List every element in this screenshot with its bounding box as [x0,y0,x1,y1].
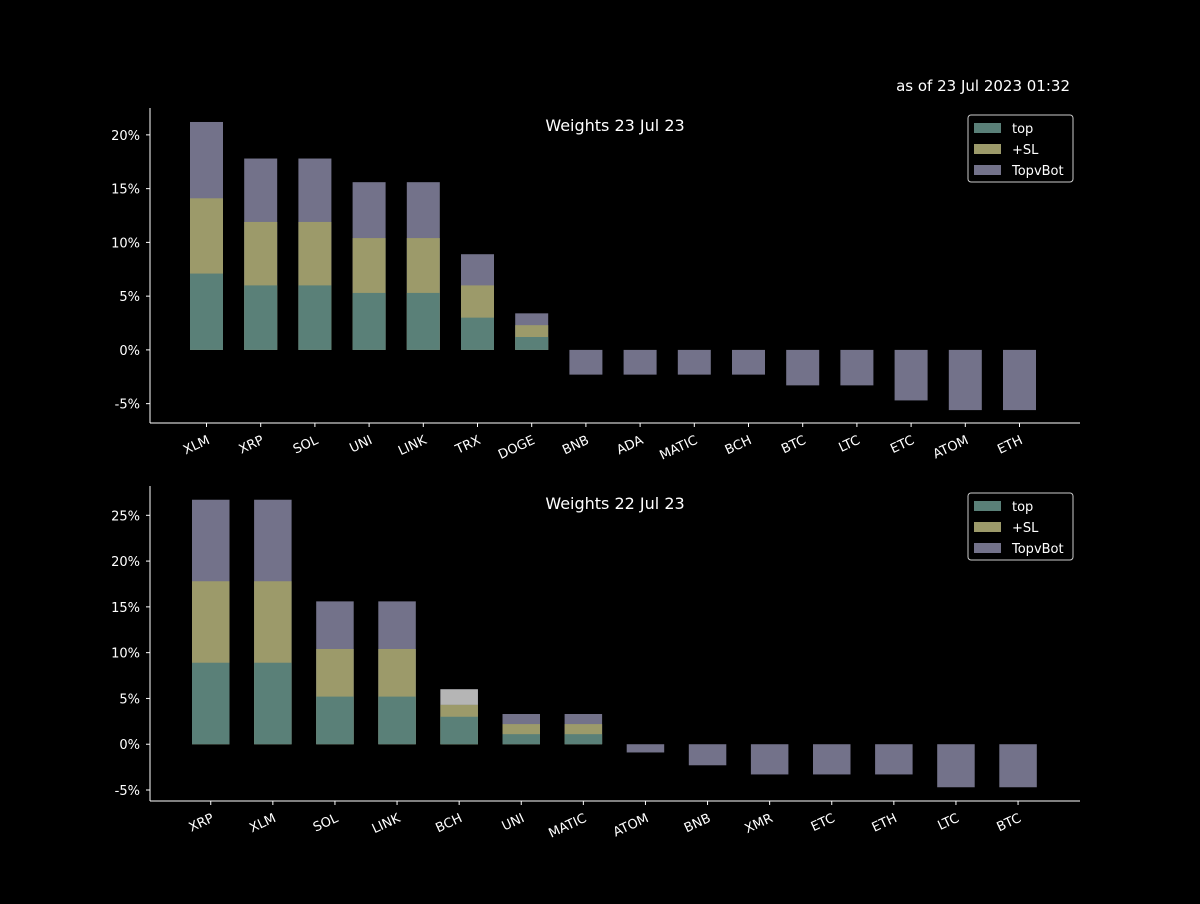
y-tick-label: 10% [111,647,140,662]
bar-top-link [378,696,416,745]
bar-top-xrp [244,285,278,350]
x-tick-label: ETC [888,433,917,457]
x-tick-label: XRP [187,811,217,836]
legend-swatch [974,522,1001,532]
bar-topvbot-ltc [937,744,975,788]
bar-topvbot-eth [875,744,913,775]
chart-panel-bottom: -5% 0% 5% 10% 15% 20% 25% XRP XLM SOL LINK BCH UNI MA… [111,486,1080,842]
x-tick-label: MATIC [546,811,589,841]
x-tick-label: BNB [560,433,591,458]
chart-title: Weights 23 Jul 23 [545,116,684,135]
x-tick-label: TRX [452,433,483,458]
bar-topvbot-matic [677,349,711,375]
bar-top-doge [515,336,549,350]
x-tick-label: UNI [500,811,527,834]
x-tick-label: ATOM [931,433,971,462]
y-tick-label: -5% [115,784,140,799]
x-tick-label: LINK [396,433,429,459]
x-tick-label: MATIC [657,433,700,463]
legend-swatch [974,144,1001,154]
bar-topvbot-etc [894,349,928,401]
x-tick-label: ETH [870,811,900,836]
bar-topvbot-bnb [569,349,603,375]
timestamp-annotation: as of 23 Jul 2023 01:32 [896,77,1070,95]
y-tick-label: 25% [111,509,140,524]
x-tick-label: XLM [181,433,212,458]
y-tick-label: 5% [119,692,140,707]
legend-swatch [974,501,1001,511]
x-tick-label: XLM [247,811,278,836]
y-tick-label: -5% [115,398,140,413]
x-tick-label: ETH [995,433,1025,458]
x-tick-label: XMR [743,811,776,837]
bar-top-sol [316,696,354,745]
bar-topvbot-xmr [750,744,789,775]
bar-top-uni [352,292,386,350]
y-tick-label: 0% [119,738,140,753]
bar-highlight-bch [440,689,478,705]
y-tick-label: 20% [111,555,140,570]
chart-title: Weights 22 Jul 23 [545,494,684,513]
bar-top-link [406,292,440,350]
legend-label: top [1012,122,1033,137]
x-tick-label: LTC [837,433,863,456]
legend-label: TopvBot [1011,542,1064,557]
x-tick-label: BNB [682,811,713,836]
legend-label: TopvBot [1011,164,1064,179]
bar-topvbot-atom [948,349,982,411]
legend-swatch [974,123,1001,133]
bar-topvbot-btc [999,744,1037,788]
x-tick-label: BTC [779,433,808,457]
bar-top-overlay-bch [440,716,478,745]
x-tick-label: XRP [237,433,267,458]
legend: top +SL TopvBot [967,114,1074,183]
bar-topvbot-bch [732,349,765,375]
y-tick-label: 10% [111,236,140,251]
y-tick-label: 15% [111,601,140,616]
legend-label: +SL [1012,521,1039,536]
x-tick-label: DOGE [496,433,537,463]
bar-top-uni [502,734,540,745]
legend-label: +SL [1012,143,1039,158]
x-tick-label: ATOM [611,811,651,840]
bar-topvbot-eth [1003,349,1036,411]
x-tick-label: SOL [311,811,341,836]
x-tick-label: ETC [809,811,838,835]
bar-topvbot-etc [813,744,851,775]
legend-swatch [974,543,1001,553]
bar-topvbot-ada [623,349,657,375]
y-tick-label: 20% [111,129,140,144]
bar-top-sol [298,285,332,350]
x-tick-label: LTC [936,811,962,834]
bar-top-trx [461,317,494,350]
bar-topvbot-atom [626,744,665,753]
legend: top +SL TopvBot [967,492,1074,561]
x-tick-label: SOL [291,433,321,458]
x-tick-label: BCH [434,811,465,836]
x-tick-label: BTC [995,811,1024,835]
x-tick-label: UNI [348,433,375,456]
y-tick-label: 5% [119,290,140,305]
bar-topvbot-bnb [688,744,727,766]
x-tick-label: LINK [370,811,403,837]
y-tick-label: 15% [111,183,140,198]
x-tick-label: ADA [614,433,645,458]
bar-top-xlm [190,273,223,350]
bar-topvbot-ltc [840,349,874,386]
bar-top-xrp [192,662,230,745]
bar-topvbot-btc [786,349,820,386]
legend-swatch [974,165,1001,175]
bar-top-xlm [254,662,292,745]
x-tick-label: BCH [723,433,754,458]
bar-top-matic [564,734,603,745]
chart-panel-top: -5% 0% 5% 10% 15% 20% XLM XRP SOL UNI LINK TRX DOGE B… [111,108,1080,464]
y-tick-label: 0% [119,344,140,359]
legend-label: top [1012,500,1033,515]
